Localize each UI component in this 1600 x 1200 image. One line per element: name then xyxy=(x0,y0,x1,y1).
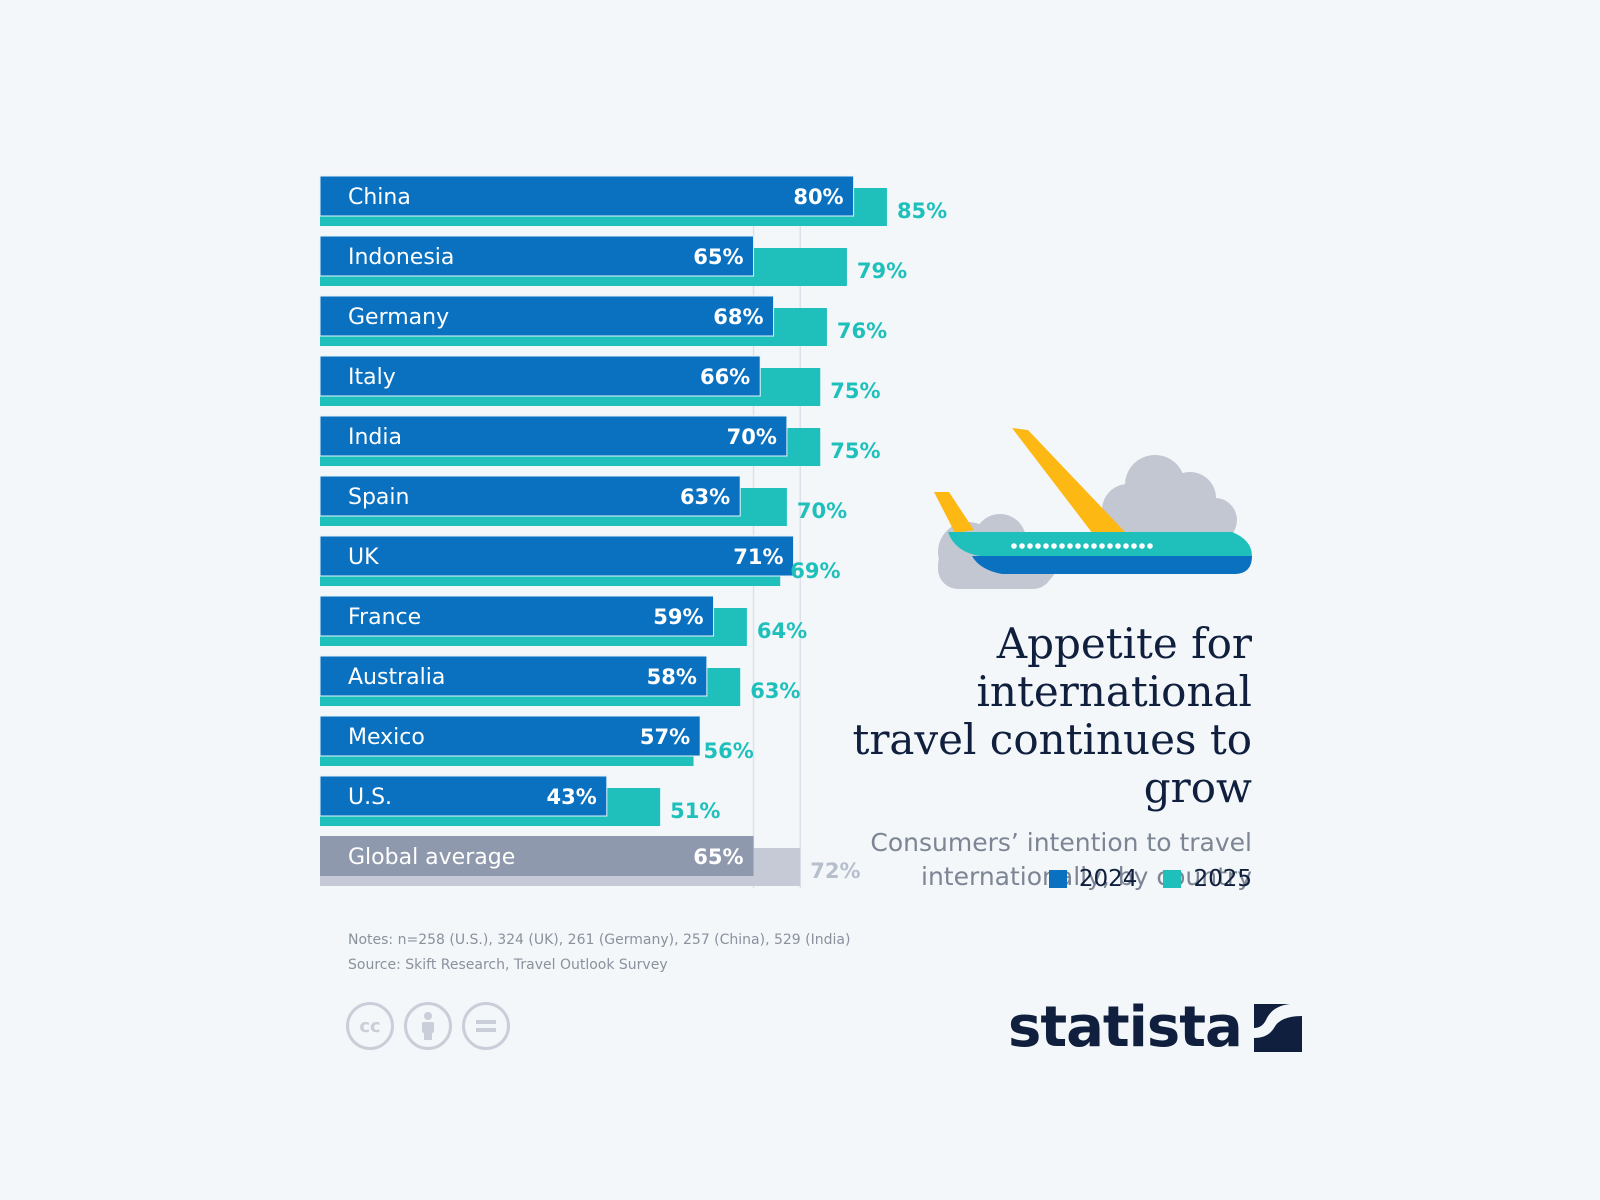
category-label: Spain xyxy=(348,485,409,510)
gridlines xyxy=(752,176,801,888)
bar-group: Indonesia 65% 79% xyxy=(319,235,907,286)
value-label-2025: 76% xyxy=(837,319,887,343)
bar-2024 xyxy=(319,655,708,697)
bar-group: China 80% 85% xyxy=(319,175,947,226)
value-label-2025: 69% xyxy=(790,559,840,583)
value-label-2024: 65% xyxy=(693,245,743,269)
category-label: India xyxy=(348,425,402,450)
bar-2024 xyxy=(319,715,701,757)
category-label: U.S. xyxy=(348,785,392,810)
value-label-2025: 51% xyxy=(670,799,720,823)
bar-2024 xyxy=(319,535,795,577)
bar-group: Spain 63% 70% xyxy=(319,475,847,526)
category-label: Italy xyxy=(348,365,396,390)
bar-group: Italy 66% 75% xyxy=(319,355,881,406)
value-label-2025: 72% xyxy=(810,859,860,883)
bar-2024 xyxy=(319,295,775,337)
legend-label-2024: 2024 xyxy=(1078,866,1138,892)
legend-label-2025: 2025 xyxy=(1193,866,1252,892)
bar-group: UK 71% 69% xyxy=(319,535,840,586)
title-block: Appetite for international travel contin… xyxy=(850,620,1252,894)
bar-2024 xyxy=(319,415,788,457)
value-label-2025: 64% xyxy=(757,619,807,643)
value-label-2025: 70% xyxy=(797,499,847,523)
category-label: Germany xyxy=(348,305,449,330)
value-label-2024: 70% xyxy=(727,425,777,449)
value-label-2024: 43% xyxy=(547,785,597,809)
legend-swatch-2025 xyxy=(1163,870,1182,888)
bar-2024 xyxy=(319,775,608,817)
bar-group: Australia 58% 63% xyxy=(319,655,800,706)
statista-logo-icon xyxy=(1253,1003,1302,1052)
category-label: Global average xyxy=(348,845,515,870)
legend-swatch-2024 xyxy=(1048,870,1067,888)
value-label-2024: 68% xyxy=(713,305,763,329)
category-label: Australia xyxy=(348,665,445,690)
attribution-icon[interactable] xyxy=(404,1002,452,1050)
source-line: Source: Skift Research, Travel Outlook S… xyxy=(348,957,668,973)
value-label-2025: 75% xyxy=(830,379,880,403)
value-label-2024: 59% xyxy=(653,605,703,629)
category-label: China xyxy=(348,185,411,210)
notes-line: Notes: n=258 (U.S.), 324 (UK), 261 (Germ… xyxy=(348,932,851,948)
license-icons: cc xyxy=(346,1002,510,1050)
bar-group: U.S. 43% 51% xyxy=(319,775,720,826)
value-label-2024: 65% xyxy=(693,845,743,869)
bar-2024 xyxy=(319,175,855,217)
category-label: France xyxy=(348,605,421,630)
bar-group: Mexico 57% 56% xyxy=(319,715,754,766)
category-label: Mexico xyxy=(348,725,425,750)
bar-group: India 70% 75% xyxy=(319,415,881,466)
bar-group: France 59% 64% xyxy=(319,595,807,646)
value-label-2024: 66% xyxy=(700,365,750,389)
statista-brand[interactable]: statista xyxy=(1008,995,1302,1060)
notes: Notes: n=258 (U.S.), 324 (UK), 261 (Germ… xyxy=(348,928,850,978)
bars: China 80% 85% Indonesia 65% 79% Germany 68% 76% I… xyxy=(319,175,947,886)
bar-group: Global average 65% 72% xyxy=(320,836,861,886)
value-label-2025: 75% xyxy=(830,439,880,463)
value-label-2025: 85% xyxy=(897,199,947,223)
value-label-2024: 58% xyxy=(647,665,697,689)
bar-2024 xyxy=(319,595,715,637)
value-label-2024: 71% xyxy=(733,545,783,569)
chart-subtitle: Consumers’ intention to travel internati… xyxy=(870,828,1252,891)
legend-item-2024: 2024 xyxy=(1048,866,1138,892)
value-label-2024: 63% xyxy=(680,485,730,509)
bar-2024 xyxy=(319,355,761,397)
value-label-2024: 57% xyxy=(640,725,690,749)
creative-commons-icon[interactable]: cc xyxy=(346,1002,394,1050)
value-label-2025: 79% xyxy=(857,259,907,283)
no-derivatives-icon[interactable] xyxy=(462,1002,510,1050)
value-label-2025: 63% xyxy=(750,679,800,703)
category-label: UK xyxy=(348,545,379,570)
brand-wordmark: statista xyxy=(1008,995,1243,1060)
bar-2024 xyxy=(320,836,754,876)
legend: 2024 2025 xyxy=(1048,866,1252,892)
bar-group: Germany 68% 76% xyxy=(319,295,887,346)
bar-2024 xyxy=(319,235,755,277)
legend-item-2025: 2025 xyxy=(1163,866,1252,892)
bar-2024 xyxy=(319,475,741,517)
airplane-illustration xyxy=(934,428,1252,589)
value-label-2024: 80% xyxy=(793,185,843,209)
chart-title: Appetite for international travel contin… xyxy=(852,619,1252,812)
value-label-2025: 56% xyxy=(704,739,754,763)
category-label: Indonesia xyxy=(348,245,454,270)
